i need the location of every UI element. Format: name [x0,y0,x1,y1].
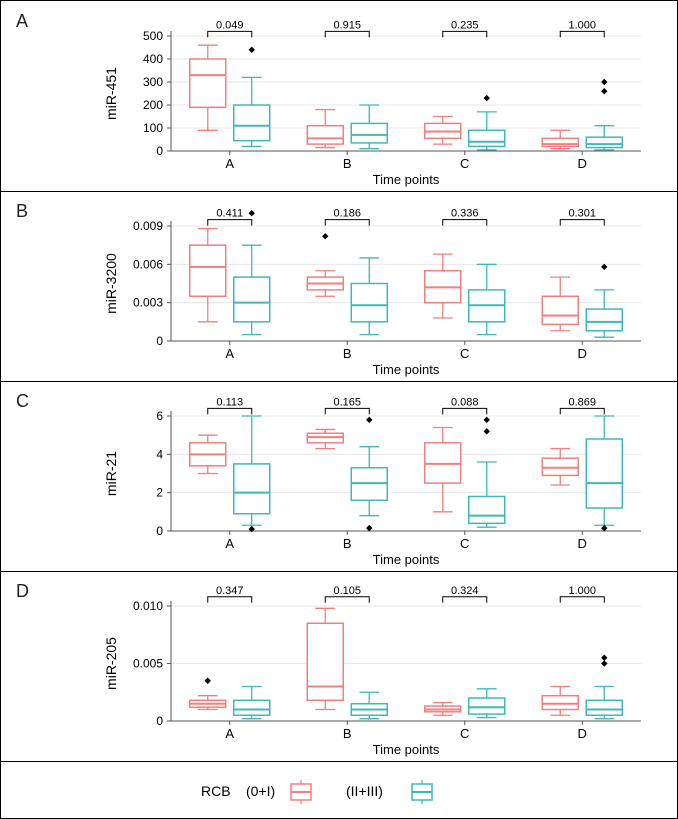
panel-D: D 0 0.005 0.010 miR-205 A 0.347 B 0.105 C 0.324 D 1.… [1,571,677,762]
svg-text:6: 6 [156,409,163,423]
svg-text:miR-451: miR-451 [103,67,119,120]
svg-text:500: 500 [143,29,163,43]
svg-text:Time points: Time points [373,552,440,567]
panel-letter: A [16,11,28,32]
svg-text:0.005: 0.005 [133,657,163,671]
svg-text:Time points: Time points [373,742,440,757]
svg-text:D: D [578,346,587,361]
boxplot-miR-3200: 0 0.003 0.006 0.009 miR-3200 A 0.411 B 0.186 C 0.3… [1,191,678,381]
svg-text:0.915: 0.915 [333,19,361,31]
svg-text:0.301: 0.301 [568,208,596,220]
legend: RCB (0+I) (II+III) [1,776,677,816]
svg-text:D: D [578,726,587,741]
svg-text:B: B [343,726,352,741]
svg-text:C: C [460,156,469,171]
svg-text:(II+III): (II+III) [346,783,383,799]
svg-text:D: D [578,536,587,551]
svg-text:0.186: 0.186 [333,208,361,220]
svg-text:Time points: Time points [373,362,440,377]
svg-text:2: 2 [156,486,163,500]
svg-text:A: A [225,726,234,741]
figure-container: A0100200300400500miR-451A0.049B0.915C0.2… [0,0,678,819]
svg-text:miR-21: miR-21 [103,451,119,496]
svg-text:A: A [225,156,234,171]
svg-text:(0+I): (0+I) [246,783,275,799]
svg-text:0.003: 0.003 [133,296,163,310]
svg-text:0.336: 0.336 [451,208,479,220]
svg-text:400: 400 [143,52,163,66]
svg-text:0.165: 0.165 [333,396,361,408]
svg-text:0.869: 0.869 [568,396,596,408]
svg-text:C: C [460,346,469,361]
svg-text:miR-205: miR-205 [103,637,119,690]
svg-text:RCB: RCB [201,783,231,799]
svg-text:100: 100 [143,121,163,135]
svg-text:0.113: 0.113 [216,396,243,408]
svg-text:0.411: 0.411 [216,208,243,220]
svg-text:0.324: 0.324 [451,585,479,597]
svg-text:1.000: 1.000 [568,585,596,597]
panel-C: C 0 2 4 6 miR-21 A 0.113 B 0.165 C 0.088 D 0.869 Time … [1,381,677,572]
svg-text:4: 4 [156,447,163,461]
svg-text:0.347: 0.347 [216,585,244,597]
svg-text:Time points: Time points [373,172,440,187]
svg-text:A: A [225,346,234,361]
svg-text:300: 300 [143,75,163,89]
svg-text:0: 0 [156,144,163,158]
panel-letter: C [16,391,29,412]
svg-text:0.049: 0.049 [216,19,244,31]
panel-letter: B [16,201,28,222]
svg-text:0: 0 [156,714,163,728]
panel-B: B 0 0.003 0.006 0.009 miR-3200 A 0.411 B 0.186 C 0.… [1,191,677,382]
svg-text:0: 0 [156,524,163,538]
panel-A: A 0 100 200 300 400 500 miR-451 A 0.049 B 0.915 C 0.2… [1,1,677,192]
svg-text:B: B [343,536,352,551]
svg-text:0.088: 0.088 [451,396,479,408]
svg-text:0.105: 0.105 [333,585,361,597]
svg-text:0.009: 0.009 [133,219,163,233]
svg-text:0.006: 0.006 [133,257,163,271]
svg-text:1.000: 1.000 [568,19,596,31]
panel-letter: D [16,581,29,602]
boxplot-miR-21: 0 2 4 6 miR-21 A 0.113 B 0.165 C 0.088 D 0.869 Time p… [1,381,678,571]
boxplot-miR-451: 0 100 200 300 400 500 miR-451 A 0.049 B 0.915 C 0.23… [1,1,678,191]
svg-text:miR-3200: miR-3200 [103,253,119,314]
svg-text:0.010: 0.010 [133,599,163,613]
svg-text:0: 0 [156,334,163,348]
svg-text:D: D [578,156,587,171]
boxplot-miR-205: 0 0.005 0.010 miR-205 A 0.347 B 0.105 C 0.324 D 1.0… [1,571,678,761]
svg-text:0.235: 0.235 [451,19,479,31]
svg-text:C: C [460,726,469,741]
svg-text:A: A [225,536,234,551]
svg-text:B: B [343,156,352,171]
svg-text:200: 200 [143,98,163,112]
svg-text:B: B [343,346,352,361]
svg-text:C: C [460,536,469,551]
